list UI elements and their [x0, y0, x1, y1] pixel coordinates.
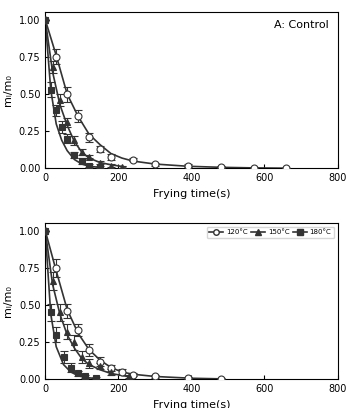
X-axis label: Frying time(s): Frying time(s)	[153, 400, 230, 408]
Legend: 120°C, 150°C, 180°C: 120°C, 150°C, 180°C	[207, 227, 334, 238]
Y-axis label: mₗ/m₀: mₗ/m₀	[3, 285, 13, 317]
Y-axis label: mₗ/m₀: mₗ/m₀	[3, 74, 13, 106]
Text: A: Control: A: Control	[274, 20, 329, 30]
X-axis label: Frying time(s): Frying time(s)	[153, 189, 230, 199]
